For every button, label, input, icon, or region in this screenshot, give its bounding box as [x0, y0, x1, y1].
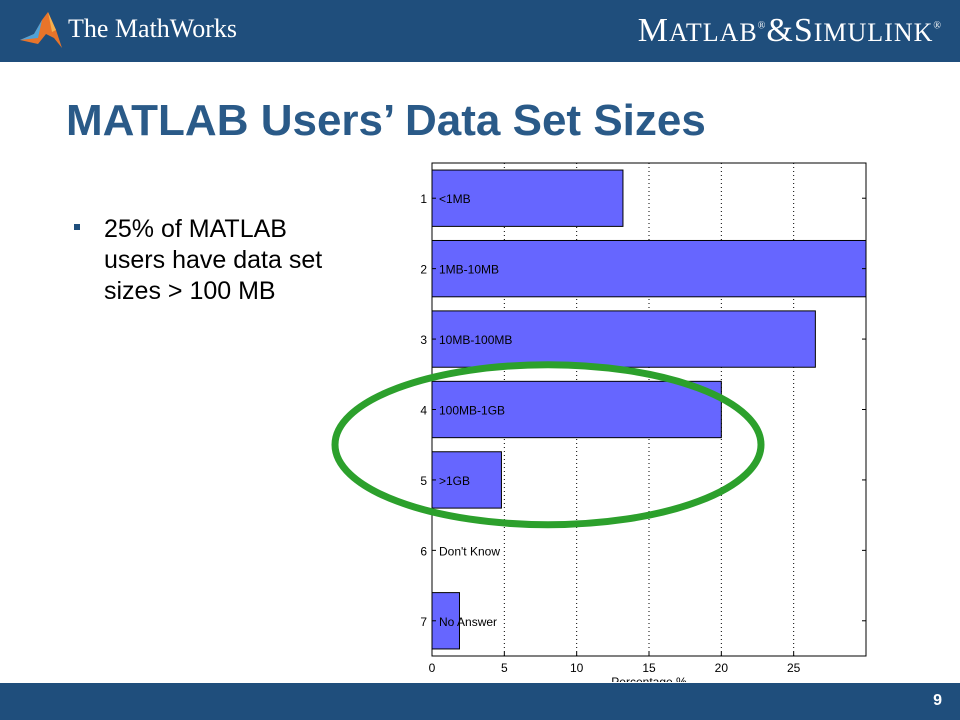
- bar-5: [431, 451, 502, 509]
- mathworks-logo-icon: [20, 12, 62, 48]
- bar-label-5: >1GB: [439, 474, 470, 488]
- bar-label-7: No Answer: [439, 615, 497, 629]
- x-tick-label-3: 15: [642, 661, 656, 675]
- x-tick-label-5: 25: [787, 661, 801, 675]
- bar-label-6: Don't Know: [439, 544, 500, 558]
- bullet-square-icon: [74, 224, 80, 230]
- highlight-ellipse: [331, 361, 765, 529]
- y-tick-label-3: 3: [420, 333, 427, 347]
- bar-4: [431, 380, 722, 439]
- bar-3: [431, 310, 816, 368]
- y-tick-label-5: 5: [420, 474, 427, 488]
- y-tick-label-4: 4: [420, 404, 427, 418]
- y-tick-label-6: 6: [420, 544, 427, 558]
- page-number: 9: [933, 692, 942, 709]
- product-brand: MATLAB®&SIMULINK®: [637, 12, 942, 49]
- bar-label-4: 100MB-1GB: [439, 404, 505, 418]
- bullet-text: 25% of MATLAB users have data set sizes …: [104, 215, 323, 305]
- bar-label-2: 1MB-10MB: [439, 263, 499, 277]
- x-tick-label-2: 10: [570, 661, 584, 675]
- bar-2: [431, 239, 867, 298]
- bar-label-1: <1MB: [439, 192, 471, 206]
- y-tick-label-2: 2: [420, 263, 427, 277]
- x-tick-label-1: 5: [501, 661, 508, 675]
- x-tick-label-0: 0: [429, 661, 436, 675]
- data-set-size-chart: <1MB 1MB-10MB 10MB-100MB 100MB-1GB >1GB Don't…: [331, 162, 867, 682]
- x-tick-label-4: 20: [715, 661, 729, 675]
- footer-bar: 9: [0, 683, 960, 720]
- company-name: The MathWorks: [68, 14, 238, 43]
- header-bar: The MathWorks MATLAB®&SIMULINK®: [0, 0, 960, 62]
- y-tick-label-1: 1: [420, 192, 427, 206]
- page-title: MATLAB Users’ Data Set Sizes: [66, 96, 706, 145]
- x-axis-label: Percentage %: [611, 675, 687, 682]
- bar-label-3: 10MB-100MB: [439, 333, 512, 347]
- y-tick-label-7: 7: [420, 615, 427, 629]
- bar-1: [431, 169, 624, 227]
- bar-7: [431, 592, 460, 650]
